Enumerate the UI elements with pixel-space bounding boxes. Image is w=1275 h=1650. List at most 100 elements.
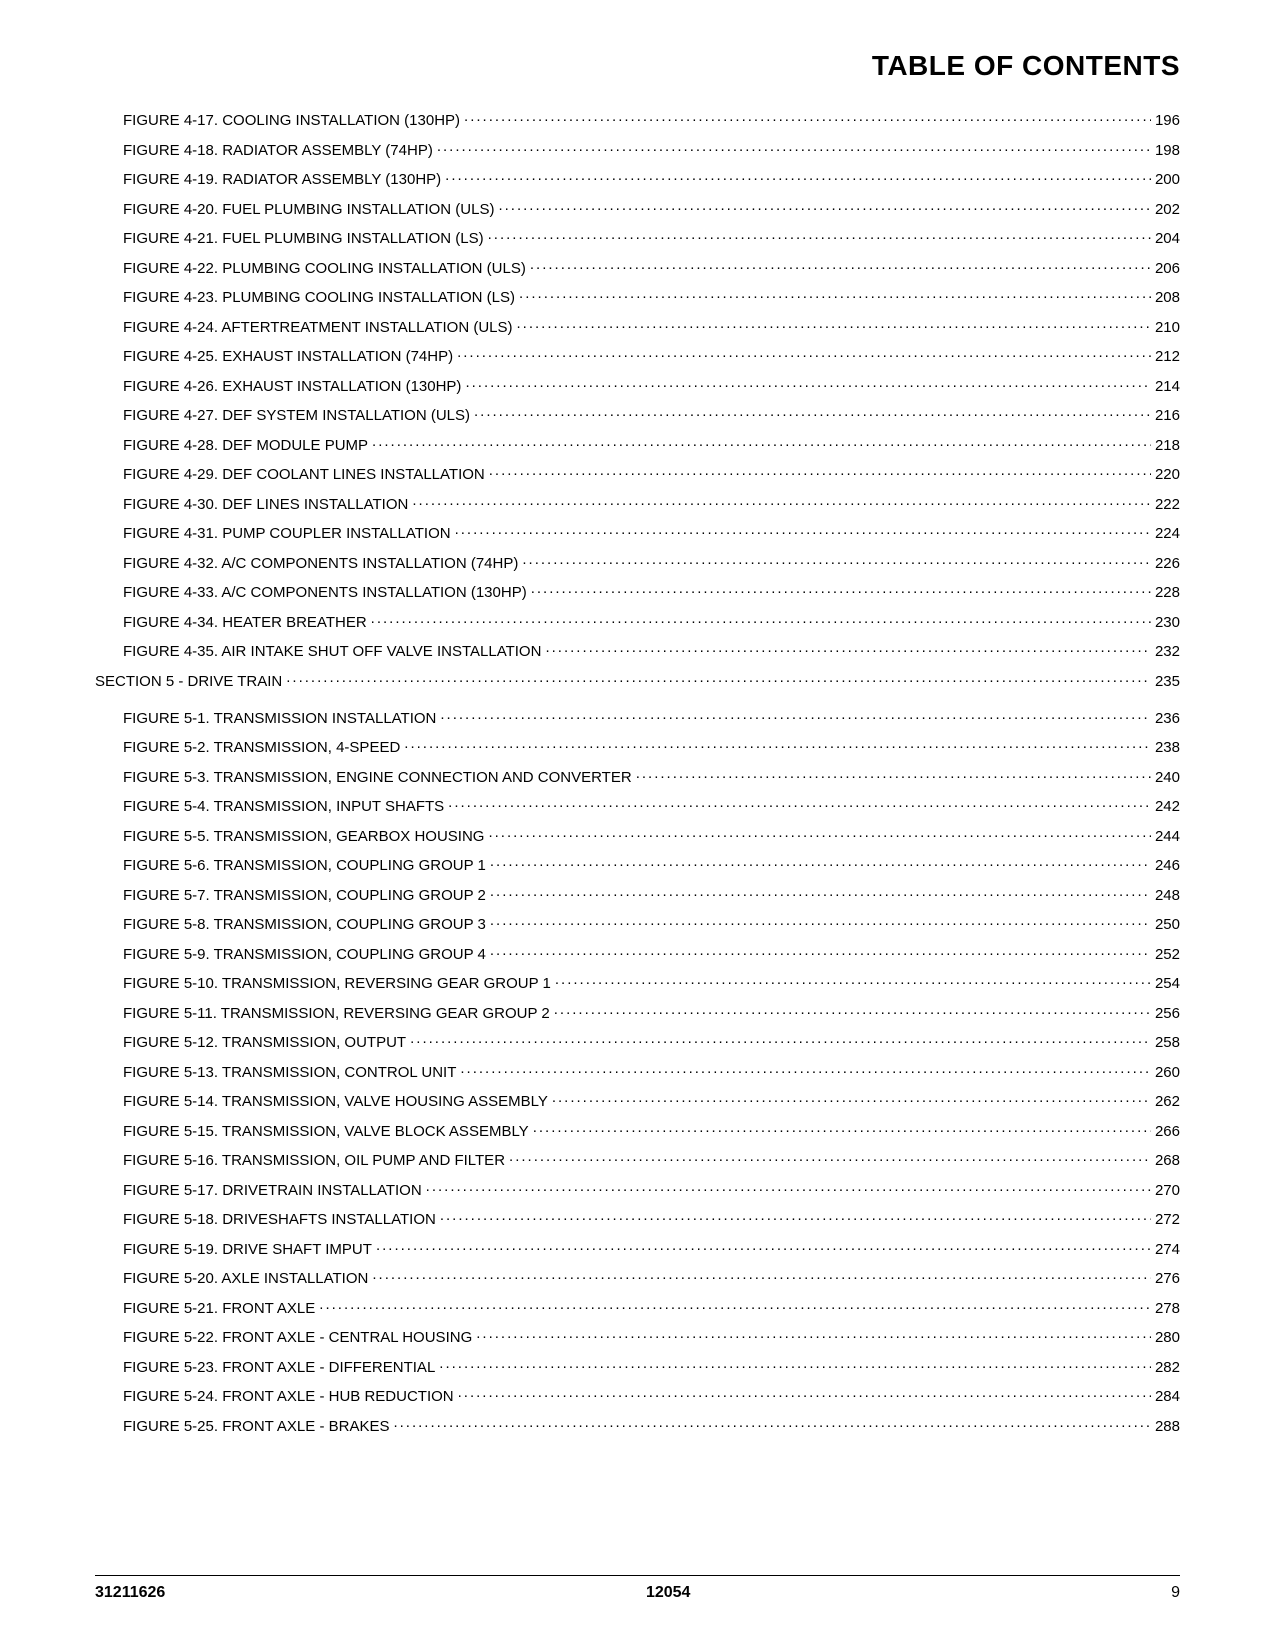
toc-leader-dots <box>498 199 1151 214</box>
toc-leader-dots <box>286 671 1151 686</box>
toc-leader-dots <box>465 376 1151 391</box>
toc-leader-dots <box>476 1327 1151 1342</box>
toc-leader-dots <box>460 1062 1151 1077</box>
toc-entry-label: FIGURE 5-21. FRONT AXLE <box>123 1300 315 1317</box>
toc-leader-dots <box>554 1003 1151 1018</box>
toc-entry-page: 198 <box>1155 142 1180 159</box>
toc-row: FIGURE 5-10. TRANSMISSION, REVERSING GEA… <box>95 973 1180 992</box>
toc-leader-dots <box>509 1150 1151 1165</box>
toc-entry-page: 204 <box>1155 230 1180 247</box>
toc-entry-page: 274 <box>1155 1241 1180 1258</box>
toc-entry-label: FIGURE 4-34. HEATER BREATHER <box>123 614 367 631</box>
toc-entry-label: FIGURE 5-20. AXLE INSTALLATION <box>123 1270 368 1287</box>
toc-row: FIGURE 4-21. FUEL PLUMBING INSTALLATION … <box>95 228 1180 247</box>
toc-entry-page: 284 <box>1155 1388 1180 1405</box>
toc-row: FIGURE 5-12. TRANSMISSION, OUTPUT 258 <box>95 1032 1180 1051</box>
toc-row: FIGURE 4-19. RADIATOR ASSEMBLY (130HP) 2… <box>95 169 1180 188</box>
toc-entry-label: FIGURE 4-26. EXHAUST INSTALLATION (130HP… <box>123 378 461 395</box>
toc-entry-page: 232 <box>1155 643 1180 660</box>
toc-entry-page: 258 <box>1155 1034 1180 1051</box>
toc-leader-dots <box>522 553 1151 568</box>
toc-row: FIGURE 5-22. FRONT AXLE - CENTRAL HOUSIN… <box>95 1327 1180 1346</box>
toc-leader-dots <box>440 708 1151 723</box>
toc-leader-dots <box>489 464 1151 479</box>
toc-list: FIGURE 4-17. COOLING INSTALLATION (130HP… <box>95 110 1180 1435</box>
toc-entry-page: 276 <box>1155 1270 1180 1287</box>
toc-entry-label: FIGURE 4-29. DEF COOLANT LINES INSTALLAT… <box>123 466 485 483</box>
toc-leader-dots <box>636 767 1151 782</box>
toc-row: FIGURE 5-18. DRIVESHAFTS INSTALLATION 27… <box>95 1209 1180 1228</box>
footer-doc-number: 31211626 <box>95 1584 165 1602</box>
toc-entry-label: FIGURE 4-23. PLUMBING COOLING INSTALLATI… <box>123 289 515 306</box>
toc-leader-dots <box>555 973 1151 988</box>
toc-entry-label: FIGURE 5-19. DRIVE SHAFT IMPUT <box>123 1241 372 1258</box>
toc-entry-label: FIGURE 5-24. FRONT AXLE - HUB REDUCTION <box>123 1388 454 1405</box>
toc-entry-label: FIGURE 5-11. TRANSMISSION, REVERSING GEA… <box>123 1005 550 1022</box>
toc-entry-label: FIGURE 5-3. TRANSMISSION, ENGINE CONNECT… <box>123 769 632 786</box>
toc-entry-label: FIGURE 5-9. TRANSMISSION, COUPLING GROUP… <box>123 946 486 963</box>
toc-entry-label: FIGURE 5-17. DRIVETRAIN INSTALLATION <box>123 1182 422 1199</box>
toc-leader-dots <box>552 1091 1151 1106</box>
toc-leader-dots <box>404 737 1151 752</box>
toc-row: FIGURE 4-26. EXHAUST INSTALLATION (130HP… <box>95 376 1180 395</box>
toc-row: FIGURE 4-27. DEF SYSTEM INSTALLATION (UL… <box>95 405 1180 424</box>
toc-entry-page: 224 <box>1155 525 1180 542</box>
toc-entry-page: 212 <box>1155 348 1180 365</box>
toc-row: FIGURE 5-9. TRANSMISSION, COUPLING GROUP… <box>95 944 1180 963</box>
toc-entry-label: FIGURE 4-35. AIR INTAKE SHUT OFF VALVE I… <box>123 643 541 660</box>
toc-row: FIGURE 4-29. DEF COOLANT LINES INSTALLAT… <box>95 464 1180 483</box>
toc-leader-dots <box>490 885 1151 900</box>
toc-row: FIGURE 4-31. PUMP COUPLER INSTALLATION 2… <box>95 523 1180 542</box>
toc-row: FIGURE 4-32. A/C COMPONENTS INSTALLATION… <box>95 553 1180 572</box>
toc-row: FIGURE 4-35. AIR INTAKE SHUT OFF VALVE I… <box>95 641 1180 660</box>
toc-entry-page: 222 <box>1155 496 1180 513</box>
toc-row: FIGURE 4-30. DEF LINES INSTALLATION 222 <box>95 494 1180 513</box>
toc-row: FIGURE 5-5. TRANSMISSION, GEARBOX HOUSIN… <box>95 826 1180 845</box>
toc-row: FIGURE 5-21. FRONT AXLE 278 <box>95 1298 1180 1317</box>
toc-entry-label: FIGURE 4-31. PUMP COUPLER INSTALLATION <box>123 525 451 542</box>
toc-entry-label: FIGURE 5-25. FRONT AXLE - BRAKES <box>123 1418 389 1435</box>
toc-entry-page: 196 <box>1155 112 1180 129</box>
toc-entry-label: FIGURE 4-17. COOLING INSTALLATION (130HP… <box>123 112 460 129</box>
footer-model-number: 12054 <box>646 1584 691 1602</box>
toc-leader-dots <box>448 796 1151 811</box>
toc-entry-label: FIGURE 5-10. TRANSMISSION, REVERSING GEA… <box>123 975 551 992</box>
toc-entry-page: 235 <box>1155 673 1180 690</box>
toc-entry-page: 218 <box>1155 437 1180 454</box>
toc-row: FIGURE 5-20. AXLE INSTALLATION 276 <box>95 1268 1180 1287</box>
toc-row: FIGURE 4-34. HEATER BREATHER 230 <box>95 612 1180 631</box>
toc-entry-page: 262 <box>1155 1093 1180 1110</box>
toc-leader-dots <box>372 435 1151 450</box>
toc-entry-label: FIGURE 5-6. TRANSMISSION, COUPLING GROUP… <box>123 857 486 874</box>
toc-entry-label: FIGURE 4-21. FUEL PLUMBING INSTALLATION … <box>123 230 484 247</box>
toc-entry-page: 220 <box>1155 466 1180 483</box>
toc-row: FIGURE 5-7. TRANSMISSION, COUPLING GROUP… <box>95 885 1180 904</box>
toc-leader-dots <box>412 494 1151 509</box>
toc-leader-dots <box>439 1357 1151 1372</box>
toc-entry-label: FIGURE 4-20. FUEL PLUMBING INSTALLATION … <box>123 201 494 218</box>
toc-entry-page: 228 <box>1155 584 1180 601</box>
toc-row: FIGURE 4-20. FUEL PLUMBING INSTALLATION … <box>95 199 1180 218</box>
toc-row: FIGURE 5-4. TRANSMISSION, INPUT SHAFTS 2… <box>95 796 1180 815</box>
toc-leader-dots <box>490 855 1151 870</box>
toc-row: FIGURE 5-25. FRONT AXLE - BRAKES 288 <box>95 1416 1180 1435</box>
toc-row: FIGURE 5-17. DRIVETRAIN INSTALLATION 270 <box>95 1180 1180 1199</box>
toc-entry-page: 270 <box>1155 1182 1180 1199</box>
toc-entry-page: 254 <box>1155 975 1180 992</box>
toc-entry-page: 216 <box>1155 407 1180 424</box>
toc-entry-label: FIGURE 4-27. DEF SYSTEM INSTALLATION (UL… <box>123 407 470 424</box>
page-title: TABLE OF CONTENTS <box>95 50 1180 82</box>
toc-entry-page: 248 <box>1155 887 1180 904</box>
toc-row: FIGURE 5-6. TRANSMISSION, COUPLING GROUP… <box>95 855 1180 874</box>
toc-row: FIGURE 5-1. TRANSMISSION INSTALLATION 23… <box>95 708 1180 727</box>
toc-entry-page: 252 <box>1155 946 1180 963</box>
toc-entry-label: FIGURE 5-18. DRIVESHAFTS INSTALLATION <box>123 1211 436 1228</box>
toc-entry-page: 250 <box>1155 916 1180 933</box>
toc-row: FIGURE 5-2. TRANSMISSION, 4-SPEED 238 <box>95 737 1180 756</box>
toc-entry-label: FIGURE 5-5. TRANSMISSION, GEARBOX HOUSIN… <box>123 828 484 845</box>
toc-leader-dots <box>533 1121 1151 1136</box>
toc-entry-page: 256 <box>1155 1005 1180 1022</box>
toc-entry-label: FIGURE 5-8. TRANSMISSION, COUPLING GROUP… <box>123 916 486 933</box>
toc-entry-page: 238 <box>1155 739 1180 756</box>
toc-entry-page: 206 <box>1155 260 1180 277</box>
